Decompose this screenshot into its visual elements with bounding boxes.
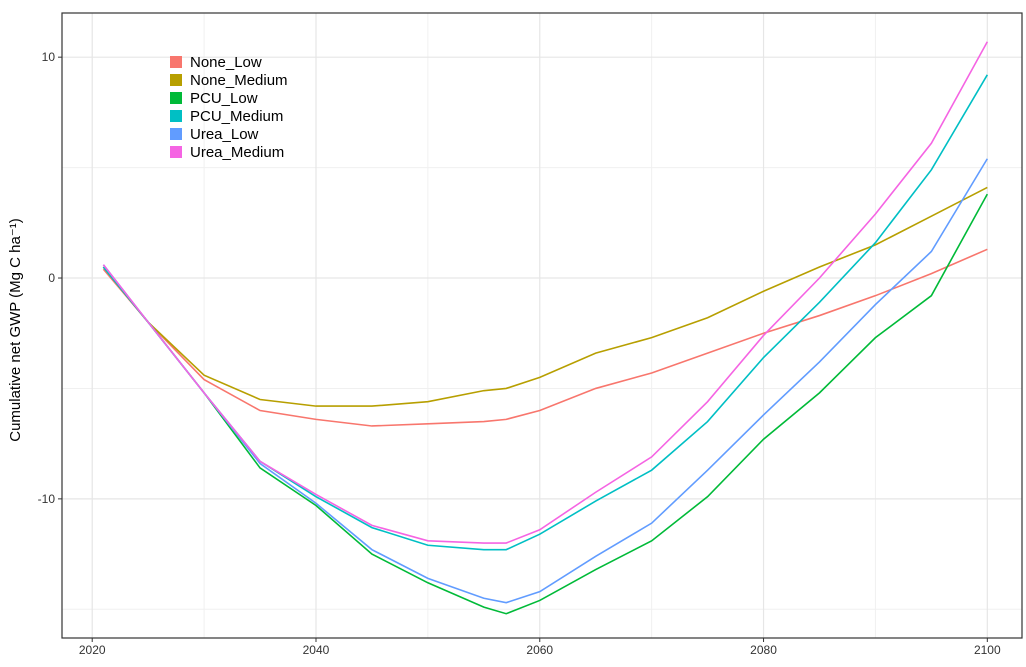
- legend-label: Urea_Low: [190, 126, 259, 143]
- legend-label: None_Low: [190, 54, 262, 71]
- x-tick-label: 2100: [974, 643, 1001, 657]
- y-axis-label: Cumulative net GWP (Mg C ha⁻¹): [7, 218, 24, 442]
- legend-label: PCU_Low: [190, 90, 258, 107]
- legend-swatch: [170, 74, 182, 86]
- legend-swatch: [170, 56, 182, 68]
- series-line: [102, 193, 989, 615]
- series-line: [102, 41, 989, 544]
- y-tick-label: 10: [42, 50, 56, 64]
- legend-swatch: [170, 110, 182, 122]
- legend-label: PCU_Medium: [190, 108, 283, 125]
- x-tick-label: 2040: [303, 643, 330, 657]
- y-tick-label: 0: [48, 271, 55, 285]
- plot-border: [61, 12, 1023, 639]
- legend-swatch: [170, 128, 182, 140]
- x-tick-label: 2080: [750, 643, 777, 657]
- y-tick-label: -10: [38, 492, 56, 506]
- series-line: [102, 158, 989, 604]
- series-line: [102, 186, 988, 407]
- legend-label: Urea_Medium: [190, 144, 284, 161]
- legend-swatch: [170, 146, 182, 158]
- x-tick-label: 2020: [79, 643, 106, 657]
- x-tick-label: 2060: [526, 643, 553, 657]
- series-line: [102, 248, 988, 427]
- legend-label: None_Medium: [190, 72, 288, 89]
- legend-swatch: [170, 92, 182, 104]
